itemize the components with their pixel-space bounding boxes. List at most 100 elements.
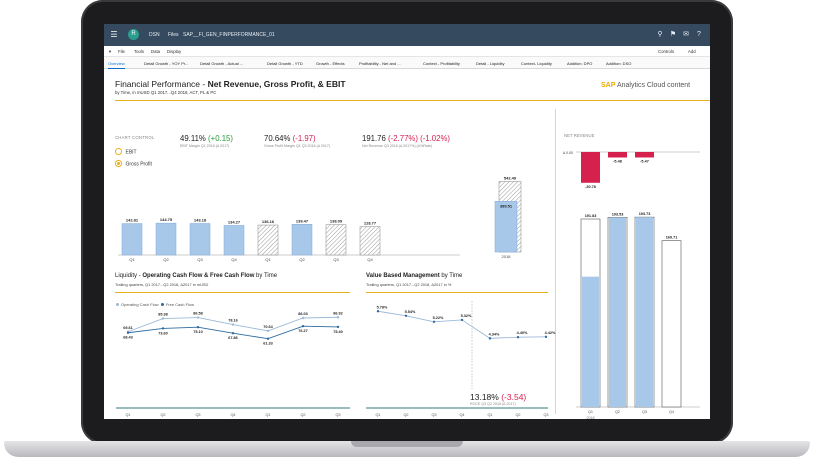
liquidity-point-label: 68.43	[123, 336, 133, 340]
liquidity-divider	[115, 292, 350, 293]
radio-ebit[interactable]: EBIT	[115, 148, 137, 156]
net-revenue-label: NET REVENUE	[564, 133, 595, 138]
search-icon[interactable]: ⚲	[657, 31, 663, 38]
nr-bar-label: 191.83	[585, 214, 597, 218]
liquidity-point-label: 75.10	[193, 330, 203, 334]
header-divider	[115, 100, 710, 101]
tab-addition-dpo[interactable]: Addition: DPO	[567, 60, 593, 66]
radio-gross-profit[interactable]: Gross Profit	[115, 160, 152, 168]
year-x-tick: 2018	[502, 254, 512, 259]
liquidity-x-tick: Q3	[195, 413, 200, 417]
variance-bar-label: -5.48	[613, 159, 622, 163]
tab-overview[interactable]: Overview	[108, 61, 125, 69]
liquidity-point-label: 86.92	[333, 311, 343, 315]
flag-icon[interactable]: ⚑	[669, 31, 677, 38]
menu-add[interactable]: Add	[688, 49, 696, 54]
shell-bar: ☰ R DSN Files SAP__FI_GEN_FINPERFORMANCE…	[104, 24, 710, 46]
vbm-point	[432, 320, 436, 323]
nr-x-tick: Q3	[642, 410, 647, 414]
liquidity-point-label: 86.03	[298, 312, 308, 316]
liquidity-point-label: 76.27	[298, 329, 308, 333]
menu-data[interactable]: Data	[151, 49, 161, 54]
page-subtitle: by Time, in mUSD Q1 2017...Q4 2018, ACT,…	[115, 90, 217, 95]
gp-bar	[223, 225, 245, 256]
tab-detail-growth-ytd[interactable]: Detail Growth - YTD	[267, 60, 303, 66]
liquidity-x-tick: Q1	[125, 413, 130, 417]
kpi-roce[interactable]: 13.18% (-3.54) ROCE Q3 Q2 2018 (Δ 2017)	[470, 392, 527, 406]
chart-control-label: CHART CONTROL	[115, 135, 155, 140]
laptop-base	[4, 441, 810, 457]
breadcrumb-files[interactable]: Files	[168, 32, 179, 38]
liquidity-point	[336, 325, 340, 329]
gp-bar	[359, 226, 381, 256]
liquidity-point-label: 69.61	[123, 326, 133, 330]
tab-growth-effects[interactable]: Growth - Effects	[316, 60, 345, 66]
liquidity-point-label: 70.64	[263, 325, 273, 329]
menu-file[interactable]: File	[118, 49, 125, 54]
story-canvas: Financial Performance - Net Revenue, Gro…	[104, 69, 710, 419]
nr-bar-label: 169.71	[666, 236, 678, 240]
avatar[interactable]: R	[128, 29, 139, 40]
page-title: Financial Performance - Net Revenue, Gro…	[115, 79, 346, 89]
variance-bar	[635, 152, 654, 158]
legend-fcf-icon	[160, 302, 164, 306]
nr-plan-bar	[661, 240, 682, 408]
liquidity-point	[196, 325, 200, 329]
year-actual-bar	[494, 201, 518, 253]
liquidity-x-tick: Q4	[230, 413, 235, 417]
nr-x-tick: Q4	[669, 410, 674, 414]
liquidity-point	[161, 317, 165, 320]
liquidity-title: Liquidity - Operating Cash Flow & Free C…	[115, 273, 278, 279]
gp-x-tick: Q2	[163, 257, 169, 262]
tab-addition-dso[interactable]: Addition: DSO	[606, 60, 632, 66]
variance-axis-label: Δ 0.00	[563, 151, 573, 155]
gp-bar-label: 144.75	[160, 217, 173, 222]
liquidity-x-tick: Q3	[335, 413, 340, 417]
app-screen: ☰ R DSN Files SAP__FI_GEN_FINPERFORMANCE…	[104, 24, 710, 419]
nr-year-label: 2018	[587, 416, 595, 419]
liquidity-subtitle: Trailing quarters, Q1 2017...Q2 2018, Δ2…	[115, 282, 209, 287]
liquidity-point-label: 73.60	[158, 331, 168, 335]
year-plan-label: 542.49	[504, 175, 517, 180]
kpi-ebit-margin[interactable]: 49.11% (+0.15) EBIT Margin Q1 2018 (Δ 20…	[180, 134, 233, 148]
laptop-notch	[351, 441, 463, 447]
menu-display[interactable]: Display	[167, 49, 182, 54]
radio-circle-icon	[115, 148, 122, 155]
menu-toggle-icon[interactable]: ▼	[108, 49, 112, 54]
chat-icon[interactable]: ✉	[683, 31, 689, 38]
tab-profitability[interactable]: Profitability - Net and ...	[359, 60, 401, 66]
liquidity-x-tick: Q1	[265, 413, 270, 417]
gp-x-tick: Q2	[299, 257, 305, 262]
tab-detail-liquidity[interactable]: Detail - Liquidity	[476, 60, 505, 66]
menu-controls[interactable]: Controls	[658, 49, 675, 54]
liquidity-point	[126, 331, 130, 334]
liquidity-point	[336, 316, 340, 319]
tab-detail-growth-actual[interactable]: Detail Growth - Actual ...	[200, 60, 244, 66]
tab-detail-growth-yoy[interactable]: Detail Growth - YOY Pr...	[144, 60, 189, 66]
vbm-point-label: 4.40%	[517, 331, 528, 335]
kpi-gross-profit-margin[interactable]: 70.64% (-1.97) Gross Profit Margin Q1 Q3…	[264, 134, 331, 148]
menu-icon[interactable]: ☰	[110, 30, 118, 39]
tab-context-profitability[interactable]: Context - Profitability	[423, 60, 460, 66]
nr-bar-label: 193.53	[612, 212, 624, 216]
gp-bar	[189, 223, 211, 256]
gp-bar	[121, 223, 143, 256]
breadcrumb-root[interactable]: DSN	[149, 32, 160, 38]
liquidity-point	[196, 316, 200, 319]
gp-bar-label: 138.09	[330, 219, 343, 224]
nr-bar-label: 193.73	[639, 212, 651, 216]
nr-actual-bar	[582, 276, 599, 407]
vbm-divider	[366, 292, 548, 293]
vbm-title: Value Based Management by Time	[366, 273, 463, 279]
tab-context-liquidity[interactable]: Context- Liquidity	[521, 60, 552, 66]
gp-bar	[257, 224, 279, 256]
menu-tools[interactable]: Tools	[134, 49, 145, 54]
liquidity-point-label: 61.33	[263, 342, 273, 346]
vbm-x-tick: Q3	[431, 413, 436, 417]
help-icon[interactable]: ?	[697, 31, 701, 38]
menu-bar: ▼ File Tools Data Display Controls Add	[104, 46, 710, 57]
gp-bar-label: 128.77	[364, 221, 377, 226]
liquidity-point	[161, 327, 165, 330]
kpi-net-revenue[interactable]: 191.76 (-2.77%) (-1.02%) Net Revenue Q3 …	[362, 134, 450, 148]
gp-bar-label: 143.18	[194, 218, 207, 223]
